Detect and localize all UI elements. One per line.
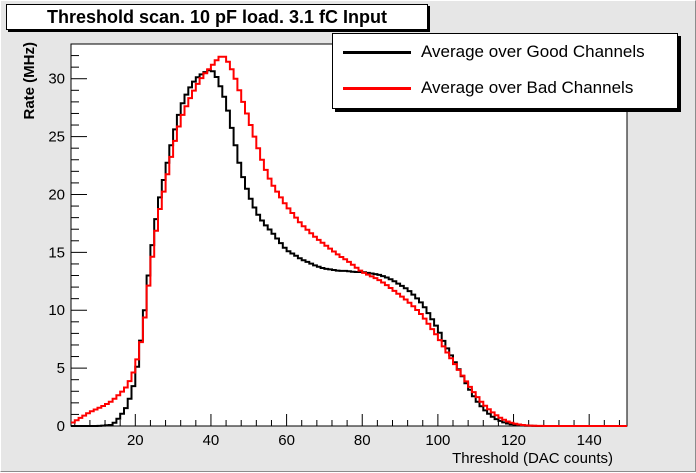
y-tick-label: 10 [48,302,65,319]
x-tick-label: 120 [501,432,526,449]
y-tick-label: 25 [48,129,65,146]
legend-label-bad: Average over Bad Channels [421,78,634,97]
chart-title: Threshold scan. 10 pF load. 3.1 fC Input [6,4,428,30]
y-tick-label: 30 [48,71,65,88]
y-axis-label: Rate (MHz) [21,42,38,120]
x-tick-label: 140 [577,432,602,449]
series-line-bad-channels [71,55,627,427]
legend-entry-good: Average over Good Channels [333,37,677,67]
axis-labels: 20 40 60 80 100 120 140 0 5 10 15 20 25 30 Threshold (… [21,42,613,467]
x-tick-label: 60 [278,432,295,449]
legend: Average over Good Channels Average over … [332,33,678,109]
legend-swatch-good [343,51,411,54]
x-tick-label: 40 [203,432,220,449]
x-axis-label: Threshold (DAC counts) [452,450,613,467]
y-tick-label: 20 [48,186,65,203]
legend-entry-bad: Average over Bad Channels [333,73,677,103]
series-line-good-channels [71,69,627,427]
x-tick-label: 80 [354,432,371,449]
y-tick-label: 0 [57,418,65,435]
x-tick-label: 20 [127,432,144,449]
legend-label-good: Average over Good Channels [421,42,645,61]
y-tick-label: 5 [57,360,65,377]
y-tick-label: 15 [48,244,65,261]
series-group [71,55,627,427]
x-tick-label: 100 [425,432,450,449]
legend-swatch-bad [343,87,411,90]
